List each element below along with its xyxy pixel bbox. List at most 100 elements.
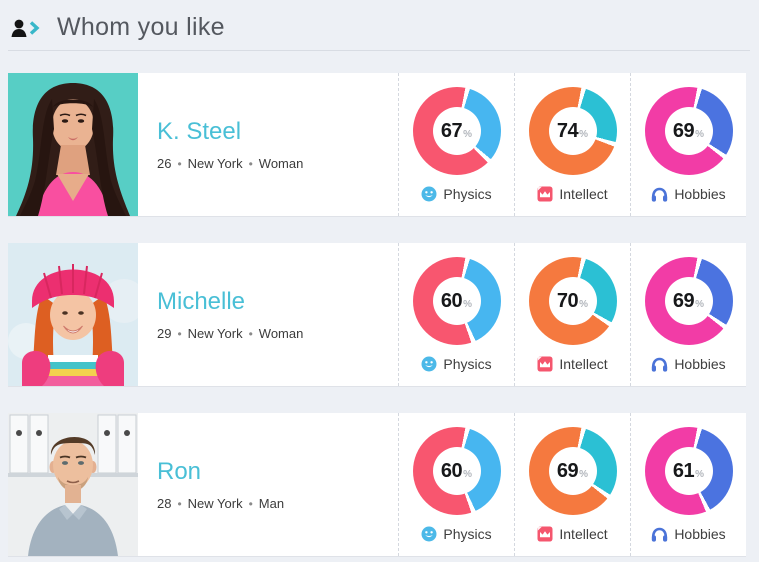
- percent-sign: %: [579, 469, 589, 480]
- meta-separator: •: [248, 327, 253, 341]
- score-value: 69: [672, 289, 695, 312]
- donut-value: 67%: [432, 107, 481, 155]
- profile-photo[interactable]: [8, 413, 138, 556]
- donut-value: 60%: [432, 447, 481, 495]
- metric-cell-intellect: 69% Intellect: [514, 413, 630, 556]
- donut-value: 69%: [548, 447, 597, 495]
- score-value: 67: [440, 119, 463, 142]
- donut-value: 70%: [548, 277, 597, 325]
- headphones-icon: [651, 187, 668, 202]
- donut-chart-hobbies: 69%: [644, 87, 733, 175]
- metric-cell-physics: 60% Physics: [398, 243, 514, 386]
- donut-chart-intellect: 74%: [528, 87, 617, 175]
- percent-sign: %: [579, 299, 589, 310]
- donut-chart-intellect: 69%: [528, 427, 617, 515]
- profile-name[interactable]: Ron: [157, 458, 202, 485]
- metric-label-text: Intellect: [559, 186, 608, 202]
- profile-name[interactable]: Michelle: [157, 288, 246, 315]
- metric-charts: 67% Physics 74% Intellect 69% Hobbies: [398, 73, 746, 216]
- metric-cell-physics: 60% Physics: [398, 413, 514, 556]
- profile-meta: 26 • New York • Woman: [157, 156, 398, 171]
- profile-gender: Woman: [258, 326, 304, 341]
- profiles-list: K. Steel 26 • New York • Woman 67% Physics 74%…: [0, 73, 759, 557]
- profile-info: Michelle 29 • New York • Woman: [138, 243, 398, 386]
- score-value: 69: [672, 119, 695, 142]
- percent-sign: %: [695, 129, 705, 140]
- profile-photo[interactable]: [8, 243, 138, 386]
- donut-value: 74%: [548, 107, 597, 155]
- profile-age: 29: [157, 326, 172, 341]
- meta-separator: •: [177, 157, 182, 171]
- donut-chart-physics: 67%: [412, 87, 501, 175]
- metric-label-text: Hobbies: [674, 526, 726, 542]
- percent-sign: %: [579, 129, 589, 140]
- donut-chart-physics: 60%: [412, 257, 501, 345]
- metric-label-intellect: Intellect: [537, 526, 608, 542]
- metric-cell-hobbies: 69% Hobbies: [630, 243, 746, 386]
- meta-separator: •: [177, 497, 182, 511]
- page-title: Whom you like: [57, 13, 225, 41]
- metric-label-intellect: Intellect: [537, 356, 608, 372]
- donut-chart-hobbies: 69%: [644, 257, 733, 345]
- metric-label-hobbies: Hobbies: [651, 356, 726, 372]
- profile-meta: 29 • New York • Woman: [157, 326, 398, 341]
- smiley-face-icon: [421, 356, 437, 372]
- metric-label-text: Intellect: [559, 526, 608, 542]
- metric-cell-intellect: 74% Intellect: [514, 73, 630, 216]
- smiley-face-icon: [421, 526, 437, 542]
- metric-label-hobbies: Hobbies: [651, 186, 726, 202]
- metric-label-hobbies: Hobbies: [651, 526, 726, 542]
- donut-value: 60%: [432, 277, 481, 325]
- score-value: 74: [556, 119, 579, 142]
- profile-city: New York: [187, 496, 243, 511]
- score-value: 69: [556, 459, 579, 482]
- profile-city: New York: [187, 326, 243, 341]
- metric-label-intellect: Intellect: [537, 186, 608, 202]
- meta-separator: •: [248, 157, 253, 171]
- profile-photo[interactable]: [8, 73, 138, 216]
- metric-cell-physics: 67% Physics: [398, 73, 514, 216]
- smiley-face-icon: [421, 186, 437, 202]
- profile-name[interactable]: K. Steel: [157, 118, 242, 145]
- profile-age: 28: [157, 496, 172, 511]
- percent-sign: %: [695, 299, 705, 310]
- profile-card: Ron 28 • New York • Man 60% Physics 69% Intelle…: [8, 413, 746, 557]
- profile-card: K. Steel 26 • New York • Woman 67% Physics 74%…: [8, 73, 746, 217]
- education-box-icon: [537, 186, 553, 202]
- profile-info: Ron 28 • New York • Man: [138, 413, 398, 556]
- metric-cell-intellect: 70% Intellect: [514, 243, 630, 386]
- donut-chart-physics: 60%: [412, 427, 501, 515]
- headphones-icon: [651, 527, 668, 542]
- headphones-icon: [651, 357, 668, 372]
- donut-value: 69%: [664, 277, 713, 325]
- education-box-icon: [537, 526, 553, 542]
- metric-label-text: Intellect: [559, 356, 608, 372]
- metric-label-physics: Physics: [421, 526, 492, 542]
- profile-gender: Man: [258, 496, 285, 511]
- score-value: 60: [440, 459, 463, 482]
- metric-label-physics: Physics: [421, 356, 492, 372]
- donut-value: 69%: [664, 107, 713, 155]
- meta-separator: •: [248, 497, 253, 511]
- percent-sign: %: [695, 469, 705, 480]
- donut-chart-hobbies: 61%: [644, 427, 733, 515]
- percent-sign: %: [463, 299, 473, 310]
- profile-age: 26: [157, 156, 172, 171]
- metric-label-text: Hobbies: [674, 186, 726, 202]
- metric-label-physics: Physics: [421, 186, 492, 202]
- donut-value: 61%: [664, 447, 713, 495]
- person-chevron-icon: [10, 18, 44, 38]
- donut-chart-intellect: 70%: [528, 257, 617, 345]
- metric-label-text: Physics: [443, 526, 492, 542]
- meta-separator: •: [177, 327, 182, 341]
- page-header: Whom you like: [8, 0, 750, 51]
- metric-charts: 60% Physics 70% Intellect 69% Hobbies: [398, 243, 746, 386]
- score-value: 60: [440, 289, 463, 312]
- metric-cell-hobbies: 69% Hobbies: [630, 73, 746, 216]
- profile-info: K. Steel 26 • New York • Woman: [138, 73, 398, 216]
- metric-label-text: Hobbies: [674, 356, 726, 372]
- metric-charts: 60% Physics 69% Intellect 61% Hobbies: [398, 413, 746, 556]
- score-value: 61: [672, 459, 695, 482]
- metric-label-text: Physics: [443, 356, 492, 372]
